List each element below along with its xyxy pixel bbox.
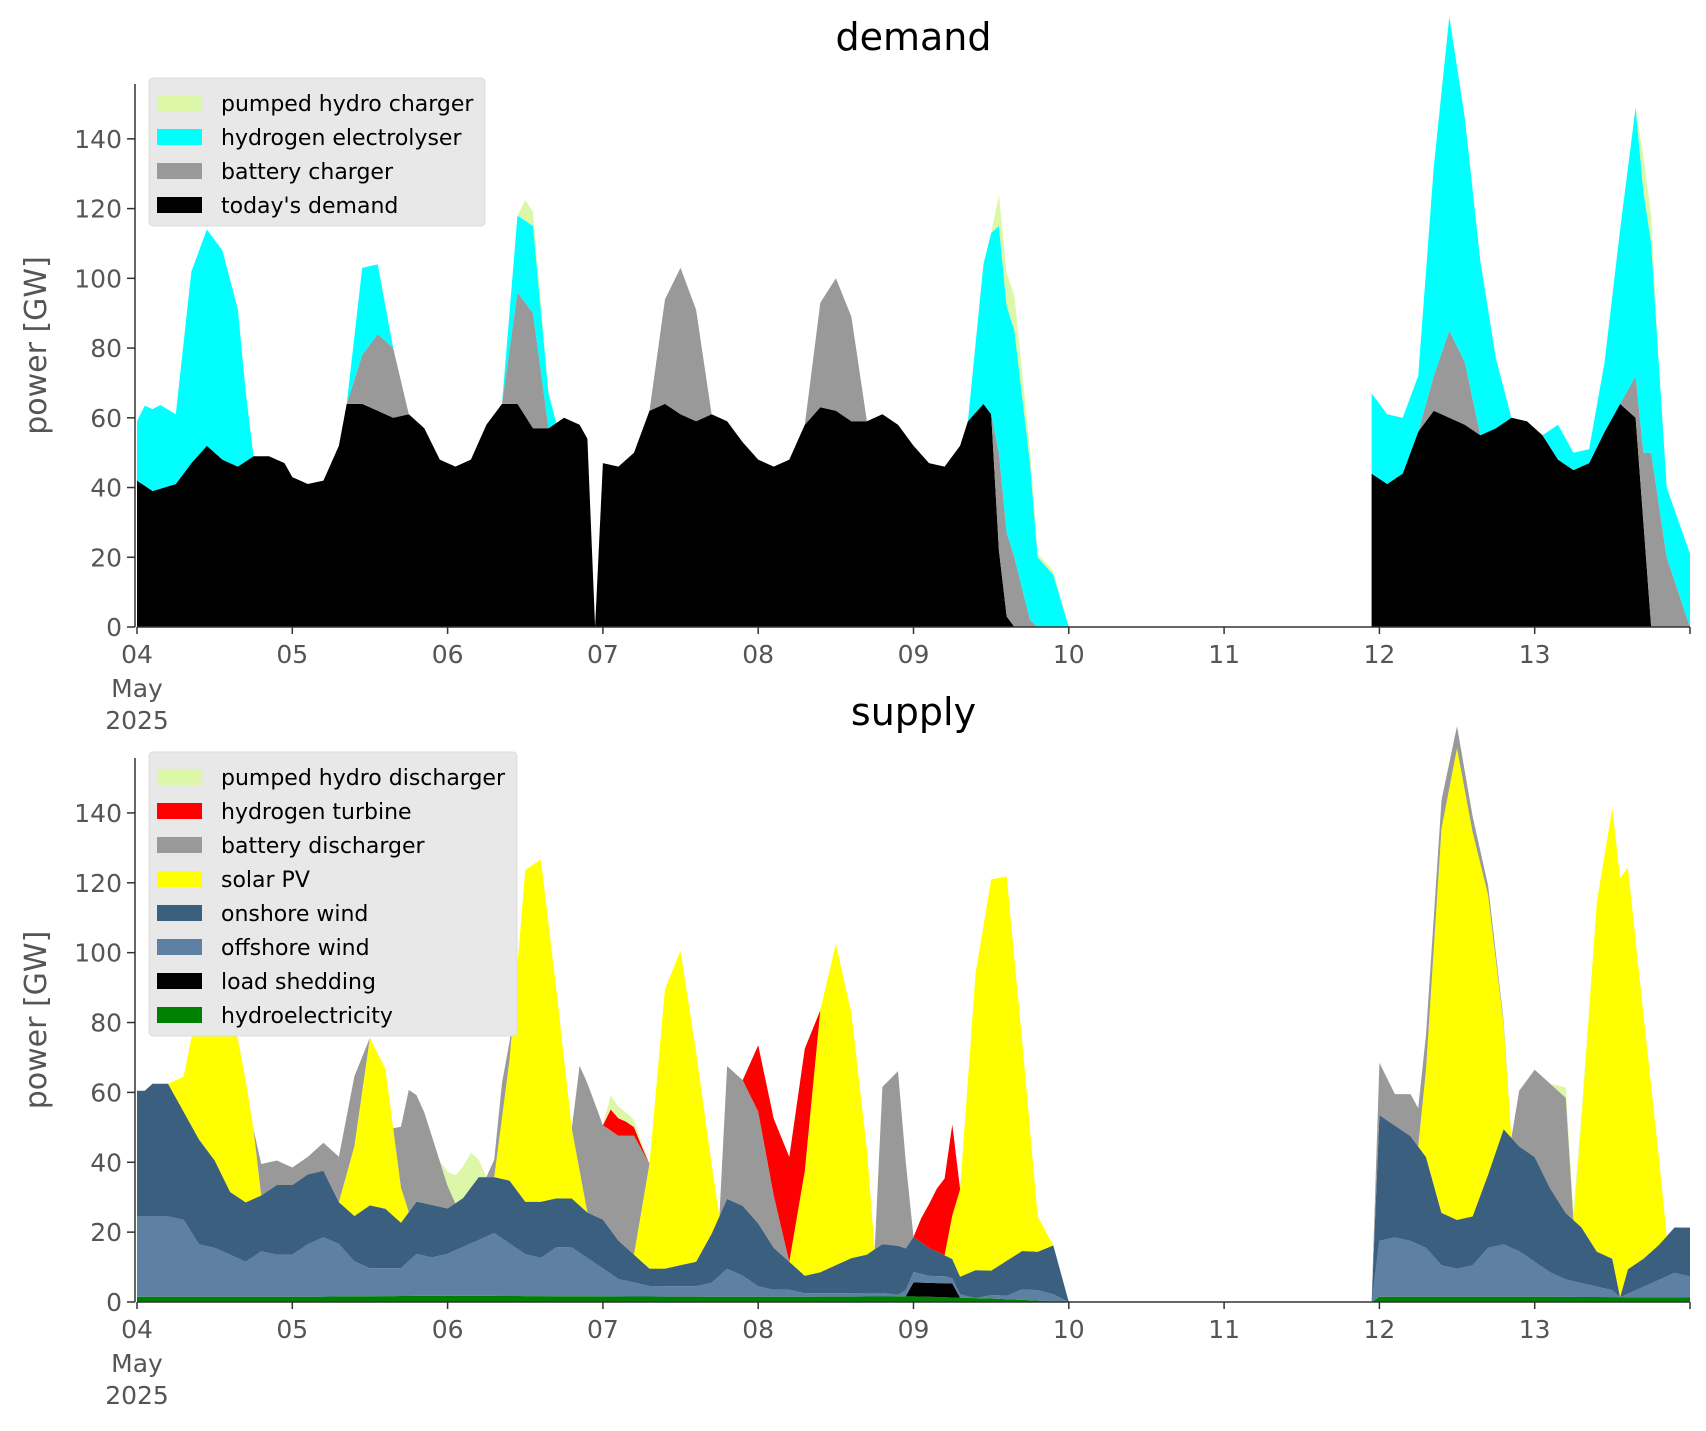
x-tick-label: 05 bbox=[276, 640, 308, 669]
legend-label: hydrogen turbine bbox=[221, 800, 412, 825]
x-tick-label: 07 bbox=[587, 640, 619, 669]
legend-swatch bbox=[157, 1007, 202, 1023]
legend: pumped hydro discharger hydrogen turbine b… bbox=[148, 751, 518, 1037]
y-tick-label: 60 bbox=[90, 1078, 122, 1107]
y-tick-label: 60 bbox=[90, 404, 122, 433]
x-tick-sublabel: May bbox=[111, 1349, 163, 1378]
x-tick-label: 05 bbox=[276, 1315, 308, 1344]
legend-box bbox=[148, 751, 518, 1037]
x-tick-sublabel: May bbox=[111, 674, 163, 703]
y-tick-label: 20 bbox=[90, 1218, 122, 1247]
y-tick-label: 40 bbox=[90, 1148, 122, 1177]
legend-label: today's demand bbox=[221, 194, 398, 219]
area-today-s-demand bbox=[137, 403, 1690, 627]
legend-label: battery charger bbox=[221, 160, 394, 185]
x-tick-label: 09 bbox=[898, 1315, 930, 1344]
legend-swatch bbox=[157, 837, 202, 853]
legend-swatch bbox=[157, 905, 202, 921]
area-load-shedding bbox=[137, 1282, 1690, 1302]
x-tick-label: 12 bbox=[1363, 1315, 1395, 1344]
legend-swatch bbox=[157, 197, 202, 213]
y-tick-label: 140 bbox=[74, 799, 122, 828]
legend-label: load shedding bbox=[221, 970, 376, 995]
y-tick-label: 40 bbox=[90, 474, 122, 503]
x-tick-sublabel: 2025 bbox=[105, 1381, 169, 1410]
legend-swatch bbox=[157, 769, 202, 785]
legend-label: solar PV bbox=[221, 868, 310, 893]
chart-title: supply bbox=[851, 690, 976, 734]
x-tick-label: 11 bbox=[1208, 1315, 1240, 1344]
y-tick-label: 80 bbox=[90, 1009, 122, 1038]
x-tick-label: 07 bbox=[587, 1315, 619, 1344]
x-tick-label: 10 bbox=[1053, 640, 1085, 669]
y-tick-label: 100 bbox=[74, 939, 122, 968]
area-battery-charger bbox=[137, 267, 1690, 627]
y-tick-label: 100 bbox=[74, 264, 122, 293]
x-tick-label: 12 bbox=[1363, 640, 1395, 669]
x-tick-label: 09 bbox=[898, 640, 930, 669]
legend-label: battery discharger bbox=[221, 834, 426, 859]
legend-swatch bbox=[157, 939, 202, 955]
x-tick-label: 10 bbox=[1053, 1315, 1085, 1344]
legend-label: pumped hydro discharger bbox=[221, 766, 506, 791]
legend-box bbox=[148, 77, 486, 227]
y-axis-label: power [GW] bbox=[19, 931, 54, 1110]
x-tick-label: 13 bbox=[1519, 640, 1551, 669]
legend-label: onshore wind bbox=[221, 902, 368, 927]
x-tick-label: 11 bbox=[1208, 640, 1240, 669]
chart-panel-supply: 0 20 40 60 80 100 120 140 04 05 06 07 08 09 10 11 12 13 Ma… bbox=[19, 690, 1691, 1410]
chart-title: demand bbox=[835, 15, 991, 59]
area-hydroelectricity bbox=[137, 1295, 1690, 1302]
area-offshore-wind bbox=[137, 1216, 1690, 1302]
legend-swatch bbox=[157, 973, 202, 989]
y-tick-label: 120 bbox=[74, 869, 122, 898]
area-solar-pv bbox=[137, 748, 1690, 1302]
x-tick-label: 08 bbox=[742, 1315, 774, 1344]
y-tick-label: 0 bbox=[106, 613, 122, 642]
y-tick-label: 120 bbox=[74, 195, 122, 224]
area-onshore-wind bbox=[137, 1083, 1690, 1302]
legend-label: hydrogen electrolyser bbox=[221, 126, 462, 151]
x-tick-label: 08 bbox=[742, 640, 774, 669]
chart-panel-demand: 0 20 40 60 80 100 120 140 04 05 06 07 08 09 10 11 12 13 Ma… bbox=[19, 15, 1691, 735]
x-tick-label: 04 bbox=[121, 1315, 153, 1344]
x-tick-label: 06 bbox=[432, 640, 464, 669]
legend-swatch bbox=[157, 871, 202, 887]
legend-swatch bbox=[157, 803, 202, 819]
legend-swatch bbox=[157, 129, 202, 145]
legend-swatch bbox=[157, 95, 202, 111]
x-tick-sublabel: 2025 bbox=[105, 706, 169, 735]
legend-swatch bbox=[157, 163, 202, 179]
y-tick-label: 20 bbox=[90, 543, 122, 572]
legend-label: pumped hydro charger bbox=[221, 92, 474, 117]
x-tick-label: 06 bbox=[432, 1315, 464, 1344]
legend-label: hydroelectricity bbox=[221, 1004, 393, 1029]
x-tick-label: 13 bbox=[1519, 1315, 1551, 1344]
x-tick-label: 04 bbox=[121, 640, 153, 669]
y-axis-label: power [GW] bbox=[19, 256, 54, 435]
legend-label: offshore wind bbox=[221, 936, 370, 961]
y-tick-label: 140 bbox=[74, 125, 122, 154]
y-tick-label: 0 bbox=[106, 1288, 122, 1317]
legend: pumped hydro charger hydrogen electrolyse… bbox=[148, 77, 486, 227]
y-tick-label: 80 bbox=[90, 334, 122, 363]
